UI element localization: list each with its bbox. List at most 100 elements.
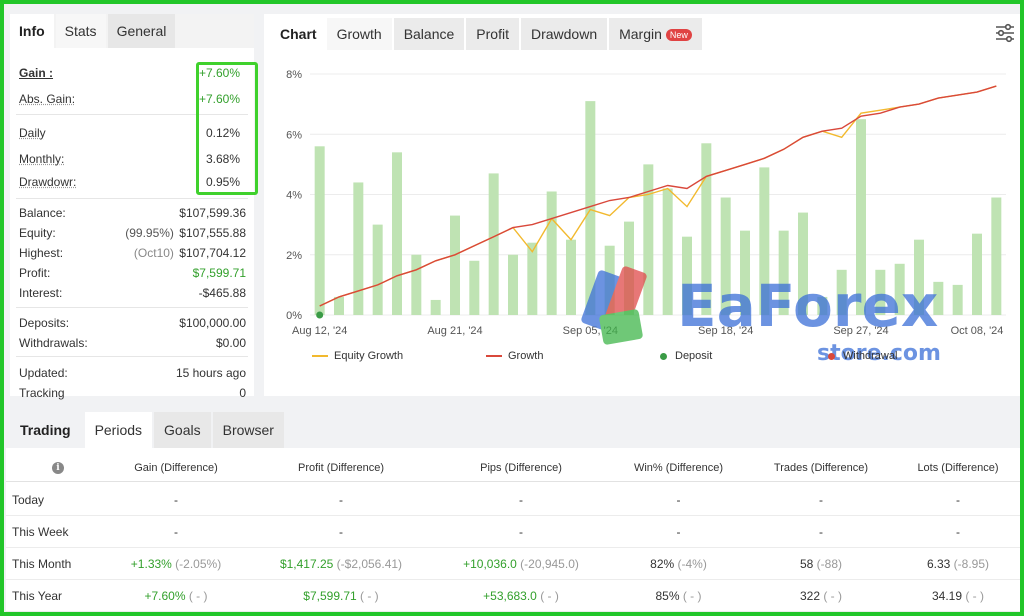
chart-grid xyxy=(310,73,1006,316)
bar xyxy=(488,173,499,315)
bottom-tabbar: Trading Periods Goals Browser xyxy=(6,412,1020,448)
table-cell-pips: +53,683.0 ( - ) xyxy=(431,589,611,603)
divider xyxy=(16,198,248,199)
table-cell-win: - xyxy=(611,493,746,507)
bar xyxy=(392,152,402,315)
bar xyxy=(991,197,1002,315)
balance-row: Balance: $107,599.36 xyxy=(19,206,246,220)
header-trades[interactable]: Trades (Difference) xyxy=(773,461,869,474)
cell-difference: ( - ) xyxy=(185,588,208,603)
header-gain[interactable]: Gain (Difference) xyxy=(134,461,218,474)
tab-drawdown[interactable]: Drawdown xyxy=(520,18,608,50)
cell-value: - xyxy=(819,524,823,539)
cell-difference: (-8.95) xyxy=(950,556,990,571)
equity-row: Equity: (99.95%) $107,555.88 xyxy=(19,226,246,240)
x-tick-label: Oct 08, '24 xyxy=(951,325,1004,337)
bar xyxy=(720,197,731,315)
table-cell-profit: - xyxy=(251,493,431,507)
table-cell-gain: - xyxy=(101,525,251,539)
tab-growth[interactable]: Growth xyxy=(326,18,392,50)
legend-line-icon xyxy=(486,355,502,357)
deposit-marker xyxy=(316,311,324,319)
profit-label: Profit: xyxy=(19,266,51,280)
legend-growth[interactable]: Growth xyxy=(486,350,543,362)
legend-withdrawal-label: Withdrawal xyxy=(843,350,898,362)
cell-value: $1,417.25 xyxy=(279,556,334,571)
cell-value: +10,036.0 xyxy=(463,556,517,571)
x-tick-label: Sep 18, '24 xyxy=(698,325,753,337)
bar xyxy=(759,167,770,315)
new-badge: New xyxy=(665,29,692,41)
legend-equity-growth[interactable]: Equity Growth xyxy=(312,350,403,362)
table-cell-trades: - xyxy=(746,493,896,507)
table-cell-win: 82% (-4%) xyxy=(611,557,746,571)
bar xyxy=(798,212,808,315)
abs-gain-value: +7.60% xyxy=(198,92,240,106)
abs-gain-label[interactable]: Abs. Gain: xyxy=(19,92,76,106)
highest-date: (Oct10) xyxy=(133,246,174,260)
chart-bars xyxy=(314,101,1002,315)
tab-profit[interactable]: Profit xyxy=(466,18,519,50)
highest-label: Highest: xyxy=(19,246,64,260)
cell-value: - xyxy=(676,492,681,507)
tab-margin[interactable]: Margin New xyxy=(609,18,702,50)
x-tick-label: Aug 21, '24 xyxy=(427,325,482,337)
tab-general[interactable]: General xyxy=(107,14,176,48)
table-cell-win: 85% ( - ) xyxy=(611,589,746,603)
bar xyxy=(469,260,480,315)
tab-goals[interactable]: Goals xyxy=(154,412,211,448)
cell-difference: (-20,945.0) xyxy=(516,556,579,571)
table-cell-pips: +10,036.0 (-20,945.0) xyxy=(431,557,611,571)
header-profit[interactable]: Profit (Difference) xyxy=(298,461,384,474)
legend-withdrawal[interactable]: Withdrawal xyxy=(828,350,897,362)
tab-browser[interactable]: Browser xyxy=(212,412,284,448)
filter-settings-icon[interactable] xyxy=(994,22,1016,44)
period-label: Today xyxy=(12,492,45,507)
equity-label: Equity: xyxy=(19,226,56,240)
bar xyxy=(585,101,596,315)
period-label: This Week xyxy=(12,524,69,539)
tab-trading: Trading xyxy=(6,412,83,448)
bar xyxy=(604,245,615,315)
bar xyxy=(875,269,886,315)
cell-value: 58 xyxy=(799,556,814,571)
deposits-value: $100,000.00 xyxy=(179,316,246,330)
cell-difference: ( - ) xyxy=(679,588,702,603)
bar xyxy=(372,224,383,315)
table-cell-gain: +1.33% (-2.05%) xyxy=(101,557,251,571)
daily-label[interactable]: Daily xyxy=(19,126,46,140)
equity-percent: (99.95%) xyxy=(125,226,174,240)
bar xyxy=(817,296,828,315)
bar xyxy=(450,215,460,315)
deposits-row: Deposits: $100,000.00 xyxy=(19,316,246,330)
tab-periods[interactable]: Periods xyxy=(84,412,153,448)
interest-value: -$465.88 xyxy=(198,286,246,300)
abs-gain-row: Abs. Gain: +7.60% xyxy=(19,92,246,106)
cell-value: 34.19 xyxy=(931,588,963,603)
tab-stats[interactable]: Stats xyxy=(55,14,106,48)
cell-difference: (-4%) xyxy=(674,556,707,571)
tab-balance[interactable]: Balance xyxy=(393,18,465,50)
table-cell-profit: $7,599.71 ( - ) xyxy=(251,589,431,603)
table-cell-lots: 6.33 (-8.95) xyxy=(896,557,1020,571)
header-win[interactable]: Win% (Difference) xyxy=(633,461,724,474)
y-tick-label: 8% xyxy=(286,69,302,81)
tab-info[interactable]: Info xyxy=(10,14,54,48)
profit-value: $7,599.71 xyxy=(192,266,246,280)
tracking-value: 0 xyxy=(239,386,246,400)
bar xyxy=(836,269,847,315)
updated-row: Updated: 15 hours ago xyxy=(19,366,246,380)
y-tick-label: 4% xyxy=(286,190,302,202)
chart-panel: Chart Growth Balance Profit Drawdown Mar… xyxy=(264,14,1020,396)
x-tick-label: Sep 27, '24 xyxy=(833,325,888,337)
header-lots[interactable]: Lots (Difference) xyxy=(917,461,999,474)
info-icon[interactable]: i xyxy=(52,462,64,474)
cell-value: - xyxy=(519,492,523,507)
divider xyxy=(16,356,248,357)
gain-label[interactable]: Gain : xyxy=(19,66,54,80)
growth-chart[interactable]: 0% 2% 4% 6% 8% Aug 12, '24 Aug 21, '24 Sep 05,… xyxy=(264,14,1020,396)
drawdown-label[interactable]: Drawdowr: xyxy=(19,175,77,189)
legend-deposit[interactable]: Deposit xyxy=(660,350,712,362)
monthly-label[interactable]: Monthly: xyxy=(19,152,65,166)
header-pips[interactable]: Pips (Difference) xyxy=(480,461,562,474)
